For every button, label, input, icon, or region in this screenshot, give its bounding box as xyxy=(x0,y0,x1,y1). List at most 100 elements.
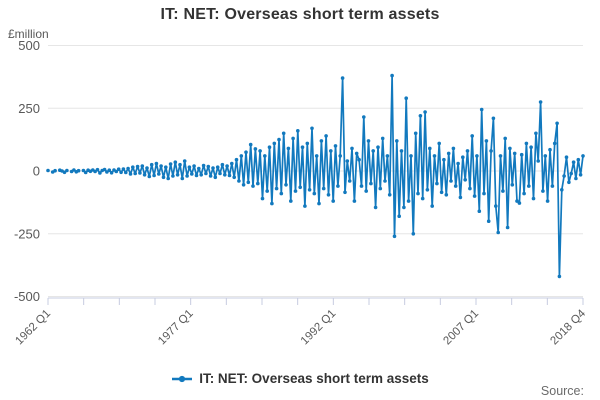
data-point-marker[interactable] xyxy=(371,149,376,153)
data-point-marker[interactable] xyxy=(180,176,185,181)
data-point-marker[interactable] xyxy=(461,155,465,159)
data-point-marker[interactable] xyxy=(314,154,319,158)
data-point-marker[interactable] xyxy=(303,204,307,208)
legend[interactable]: IT: NET: Overseas short term assets xyxy=(0,371,600,386)
data-point-marker[interactable] xyxy=(534,131,538,136)
data-point-marker[interactable] xyxy=(168,162,173,166)
data-point-marker[interactable] xyxy=(567,180,571,185)
data-point-marker[interactable] xyxy=(442,157,446,162)
data-point-marker[interactable] xyxy=(486,219,491,223)
data-point-marker[interactable] xyxy=(501,189,505,193)
data-point-marker[interactable] xyxy=(178,162,182,167)
data-point-marker[interactable] xyxy=(116,167,121,171)
data-point-marker[interactable] xyxy=(293,189,298,193)
data-point-marker[interactable] xyxy=(359,184,364,188)
data-point-marker[interactable] xyxy=(336,184,340,188)
data-point-marker[interactable] xyxy=(126,166,130,171)
data-point-marker[interactable] xyxy=(376,145,380,149)
data-point-marker[interactable] xyxy=(581,154,585,158)
data-point-marker[interactable] xyxy=(53,168,57,173)
data-point-marker[interactable] xyxy=(218,171,222,176)
data-point-marker[interactable] xyxy=(522,191,526,196)
data-point-marker[interactable] xyxy=(142,173,147,177)
data-point-marker[interactable] xyxy=(317,201,321,206)
data-point-marker[interactable] xyxy=(324,134,328,138)
data-point-marker[interactable] xyxy=(234,157,239,162)
data-point-marker[interactable] xyxy=(326,193,331,197)
data-point-marker[interactable] xyxy=(208,174,213,178)
data-point-marker[interactable] xyxy=(281,131,286,136)
data-point-marker[interactable] xyxy=(411,232,416,236)
data-point-marker[interactable] xyxy=(465,149,470,153)
data-point-marker[interactable] xyxy=(149,162,154,167)
data-point-marker[interactable] xyxy=(279,191,284,196)
data-point-marker[interactable] xyxy=(171,174,175,178)
data-point-marker[interactable] xyxy=(557,274,562,279)
data-point-marker[interactable] xyxy=(152,173,156,178)
data-point-marker[interactable] xyxy=(435,181,439,186)
data-point-marker[interactable] xyxy=(164,165,168,169)
data-point-marker[interactable] xyxy=(366,139,371,143)
data-point-marker[interactable] xyxy=(201,163,206,168)
data-point-marker[interactable] xyxy=(182,159,187,163)
data-point-marker[interactable] xyxy=(550,184,555,188)
data-point-marker[interactable] xyxy=(432,154,437,158)
data-point-marker[interactable] xyxy=(385,154,390,158)
data-point-marker[interactable] xyxy=(364,189,369,193)
data-point-marker[interactable] xyxy=(232,175,236,180)
data-point-marker[interactable] xyxy=(387,193,392,197)
data-point-marker[interactable] xyxy=(496,230,501,235)
data-point-marker[interactable] xyxy=(190,172,194,176)
data-point-marker[interactable] xyxy=(227,173,232,178)
data-point-marker[interactable] xyxy=(340,76,345,80)
data-point-marker[interactable] xyxy=(211,166,215,170)
data-point-marker[interactable] xyxy=(477,209,482,213)
data-point-marker[interactable] xyxy=(265,189,270,193)
data-point-marker[interactable] xyxy=(498,154,503,158)
data-point-marker[interactable] xyxy=(147,174,152,179)
data-point-marker[interactable] xyxy=(161,175,166,180)
data-point-marker[interactable] xyxy=(574,176,578,181)
data-point-marker[interactable] xyxy=(204,171,208,176)
data-point-marker[interactable] xyxy=(166,176,170,181)
data-point-marker[interactable] xyxy=(373,205,378,210)
data-point-marker[interactable] xyxy=(102,167,107,172)
data-point-marker[interactable] xyxy=(338,154,343,158)
data-point-marker[interactable] xyxy=(255,181,260,186)
data-point-marker[interactable] xyxy=(428,146,432,151)
data-point-marker[interactable] xyxy=(472,194,477,198)
data-point-marker[interactable] xyxy=(239,154,244,158)
data-point-marker[interactable] xyxy=(484,139,489,143)
data-point-marker[interactable] xyxy=(576,157,581,162)
data-point-marker[interactable] xyxy=(416,191,420,196)
data-point-marker[interactable] xyxy=(512,151,517,156)
data-point-marker[interactable] xyxy=(475,154,479,158)
data-point-marker[interactable] xyxy=(251,184,255,188)
data-point-marker[interactable] xyxy=(444,193,449,197)
data-point-marker[interactable] xyxy=(329,149,333,153)
data-point-marker[interactable] xyxy=(380,136,385,141)
data-point-marker[interactable] xyxy=(95,167,100,172)
data-point-marker[interactable] xyxy=(114,169,119,174)
data-point-marker[interactable] xyxy=(298,185,303,190)
data-point-marker[interactable] xyxy=(491,116,496,121)
data-point-marker[interactable] xyxy=(517,201,522,205)
data-point-marker[interactable] xyxy=(350,146,354,151)
data-point-marker[interactable] xyxy=(562,174,566,178)
data-point-marker[interactable] xyxy=(541,189,545,193)
data-point-marker[interactable] xyxy=(296,129,300,133)
data-point-marker[interactable] xyxy=(352,199,357,203)
data-point-marker[interactable] xyxy=(399,149,404,153)
data-point-marker[interactable] xyxy=(347,179,352,183)
data-point-marker[interactable] xyxy=(194,173,199,178)
data-point-marker[interactable] xyxy=(119,170,123,175)
data-point-marker[interactable] xyxy=(362,115,366,119)
data-point-marker[interactable] xyxy=(289,199,293,203)
data-point-marker[interactable] xyxy=(510,183,515,187)
data-point-marker[interactable] xyxy=(225,164,229,168)
data-point-marker[interactable] xyxy=(545,199,550,203)
data-point-marker[interactable] xyxy=(65,168,69,173)
data-point-marker[interactable] xyxy=(319,139,324,143)
data-point-marker[interactable] xyxy=(237,179,241,183)
data-point-marker[interactable] xyxy=(241,183,246,187)
